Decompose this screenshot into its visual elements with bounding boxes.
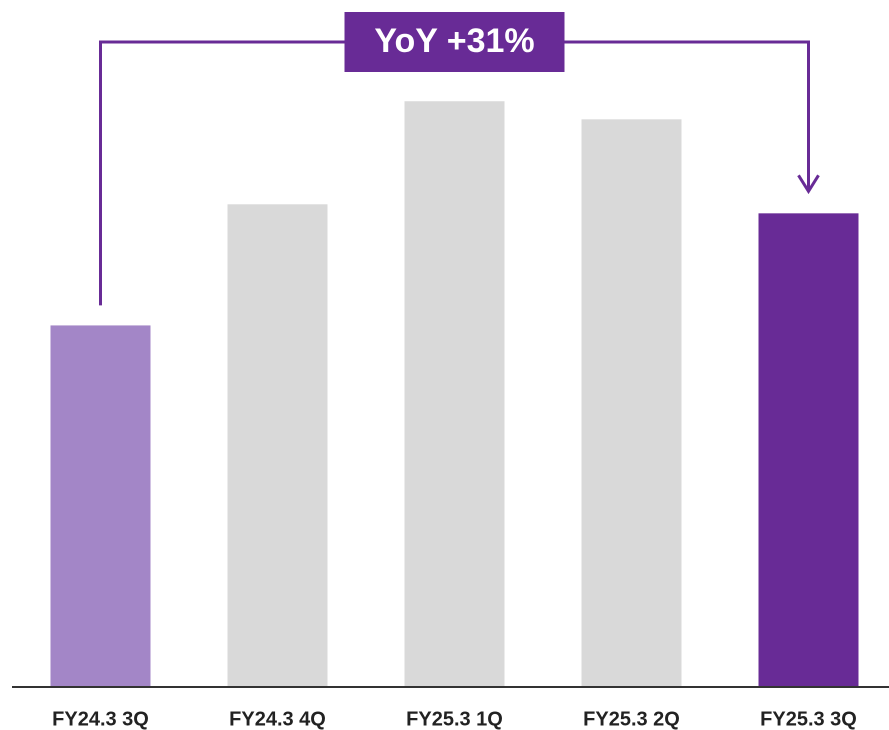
annotation: YoY +31% (374, 22, 534, 60)
bar (581, 119, 682, 688)
x-tick-label: FY25.3 1Q (406, 708, 503, 730)
bar (50, 325, 151, 687)
x-tick-label: FY25.3 2Q (583, 708, 680, 730)
annotation-box (344, 12, 565, 72)
bar (758, 213, 859, 687)
bar (404, 101, 505, 687)
x-tick-label: FY24.3 4Q (229, 708, 326, 730)
x-tick-label: FY25.3 3Q (760, 708, 857, 730)
bar (227, 204, 328, 687)
arrow-head (797, 174, 820, 195)
x-tick-label: FY24.3 3Q (52, 708, 149, 730)
